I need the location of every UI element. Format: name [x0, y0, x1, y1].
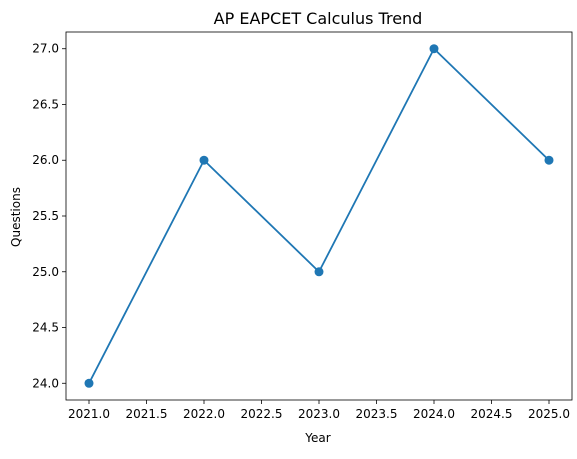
x-tick-label: 2023.0 [298, 407, 340, 421]
x-tick-label: 2024.5 [471, 407, 513, 421]
y-axis-label: Questions [9, 187, 23, 247]
x-tick-label: 2023.5 [356, 407, 398, 421]
x-axis-label: Year [304, 431, 330, 445]
data-point [199, 155, 209, 165]
x-tick-label: 2024.0 [413, 407, 455, 421]
y-tick-label: 25.5 [32, 209, 59, 223]
data-point [314, 267, 324, 277]
series-line [88, 47, 550, 384]
y-tick-label: 26.0 [32, 153, 59, 167]
x-tick-label: 2021.0 [68, 407, 110, 421]
x-tick-label: 2025.0 [528, 407, 570, 421]
data-point [84, 378, 94, 388]
chart-title: AP EAPCET Calculus Trend [214, 9, 423, 28]
y-tick-label: 25.0 [32, 265, 59, 279]
y-tick-label: 27.0 [32, 42, 59, 56]
y-tick-label: 24.5 [32, 321, 59, 335]
x-tick-label: 2021.5 [126, 407, 168, 421]
plot-frame [65, 31, 573, 401]
data-point [429, 44, 439, 54]
y-tick-label: 26.5 [32, 97, 59, 111]
x-tick-label: 2022.5 [241, 407, 283, 421]
plot-area: 2021.0 2021.5 2022.0 2022.5 2023.0 2023.5 2024… [32, 31, 573, 421]
x-tick-label: 2022.0 [183, 407, 225, 421]
y-tick-label: 24.0 [32, 376, 59, 390]
data-point [544, 155, 554, 165]
